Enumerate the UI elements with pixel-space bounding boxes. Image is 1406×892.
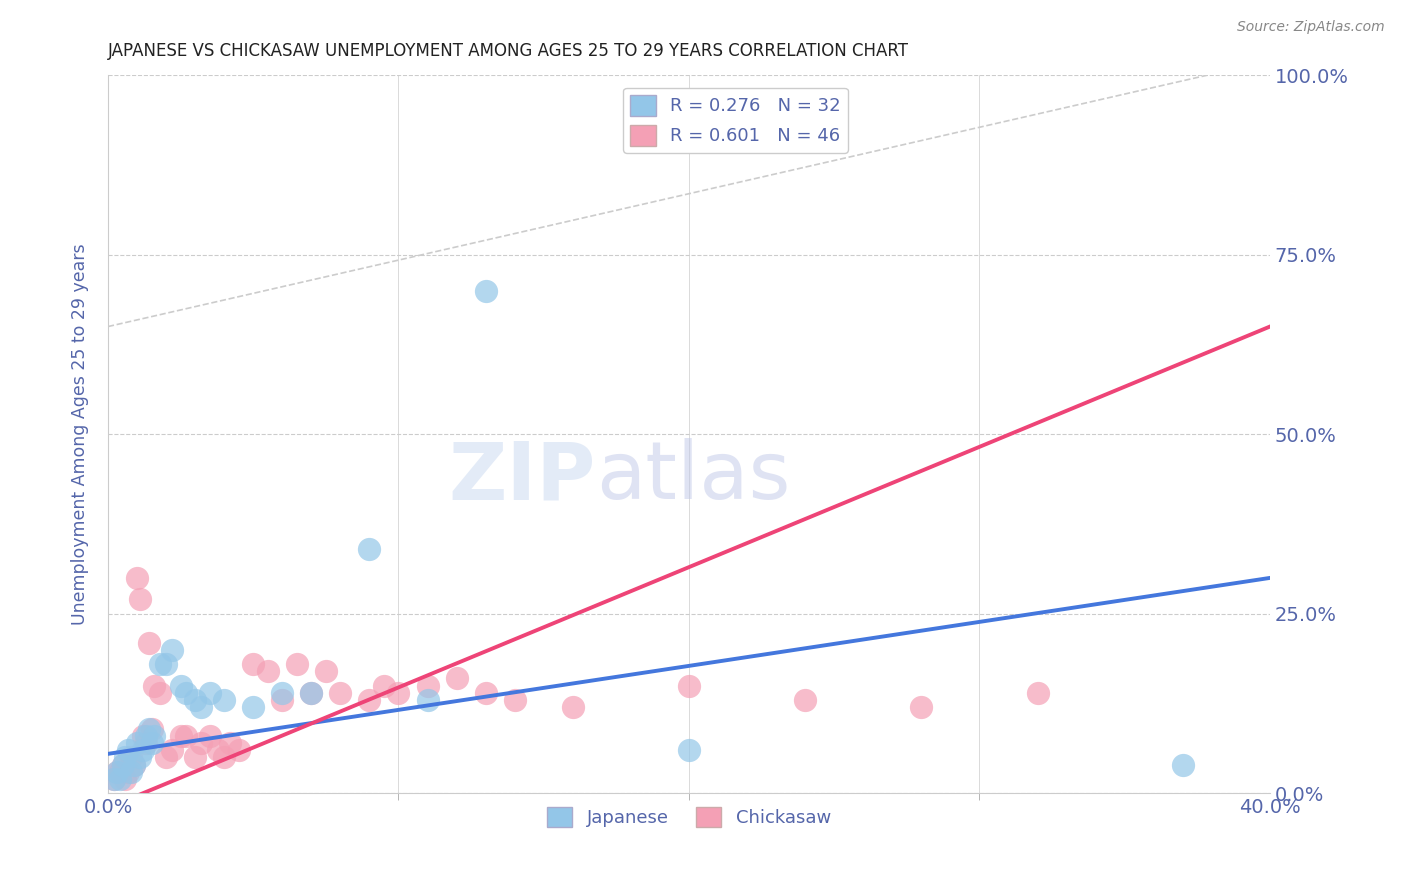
Point	[228, 743, 250, 757]
Point	[103, 772, 125, 786]
Point	[105, 764, 128, 779]
Point	[1171, 757, 1194, 772]
Point	[138, 722, 160, 736]
Point	[416, 693, 439, 707]
Point	[416, 679, 439, 693]
Point	[794, 693, 817, 707]
Point	[299, 686, 322, 700]
Point	[141, 736, 163, 750]
Point	[910, 700, 932, 714]
Point	[176, 686, 198, 700]
Point	[149, 686, 172, 700]
Point	[120, 764, 142, 779]
Point	[125, 736, 148, 750]
Point	[114, 750, 136, 764]
Point	[143, 679, 166, 693]
Point	[111, 757, 134, 772]
Point	[108, 772, 131, 786]
Point	[212, 750, 235, 764]
Text: atlas: atlas	[596, 438, 790, 516]
Point	[114, 772, 136, 786]
Point	[561, 700, 583, 714]
Point	[212, 693, 235, 707]
Y-axis label: Unemployment Among Ages 25 to 29 years: Unemployment Among Ages 25 to 29 years	[72, 244, 89, 625]
Point	[329, 686, 352, 700]
Point	[678, 743, 700, 757]
Point	[160, 743, 183, 757]
Point	[207, 743, 229, 757]
Point	[117, 743, 139, 757]
Point	[143, 729, 166, 743]
Point	[111, 757, 134, 772]
Point	[176, 729, 198, 743]
Point	[105, 764, 128, 779]
Point	[271, 693, 294, 707]
Point	[299, 686, 322, 700]
Point	[132, 743, 155, 757]
Point	[242, 700, 264, 714]
Point	[169, 729, 191, 743]
Point	[190, 700, 212, 714]
Point	[135, 729, 157, 743]
Point	[359, 693, 381, 707]
Point	[198, 686, 221, 700]
Point	[169, 679, 191, 693]
Point	[122, 757, 145, 772]
Point	[149, 657, 172, 671]
Point	[141, 722, 163, 736]
Text: Source: ZipAtlas.com: Source: ZipAtlas.com	[1237, 20, 1385, 34]
Point	[155, 657, 177, 671]
Point	[190, 736, 212, 750]
Point	[219, 736, 242, 750]
Point	[271, 686, 294, 700]
Point	[678, 679, 700, 693]
Point	[120, 750, 142, 764]
Point	[135, 736, 157, 750]
Point	[285, 657, 308, 671]
Point	[474, 284, 496, 298]
Point	[138, 635, 160, 649]
Point	[155, 750, 177, 764]
Point	[125, 571, 148, 585]
Point	[315, 665, 337, 679]
Point	[242, 657, 264, 671]
Point	[129, 750, 152, 764]
Point	[1026, 686, 1049, 700]
Point	[474, 686, 496, 700]
Point	[103, 772, 125, 786]
Point	[359, 542, 381, 557]
Point	[160, 642, 183, 657]
Text: JAPANESE VS CHICKASAW UNEMPLOYMENT AMONG AGES 25 TO 29 YEARS CORRELATION CHART: JAPANESE VS CHICKASAW UNEMPLOYMENT AMONG…	[108, 42, 910, 60]
Point	[387, 686, 409, 700]
Point	[117, 764, 139, 779]
Point	[108, 764, 131, 779]
Point	[198, 729, 221, 743]
Text: ZIP: ZIP	[449, 438, 596, 516]
Point	[132, 729, 155, 743]
Point	[184, 693, 207, 707]
Legend: Japanese, Chickasaw: Japanese, Chickasaw	[540, 799, 838, 835]
Point	[256, 665, 278, 679]
Point	[503, 693, 526, 707]
Point	[122, 757, 145, 772]
Point	[446, 672, 468, 686]
Point	[184, 750, 207, 764]
Point	[373, 679, 395, 693]
Point	[129, 592, 152, 607]
